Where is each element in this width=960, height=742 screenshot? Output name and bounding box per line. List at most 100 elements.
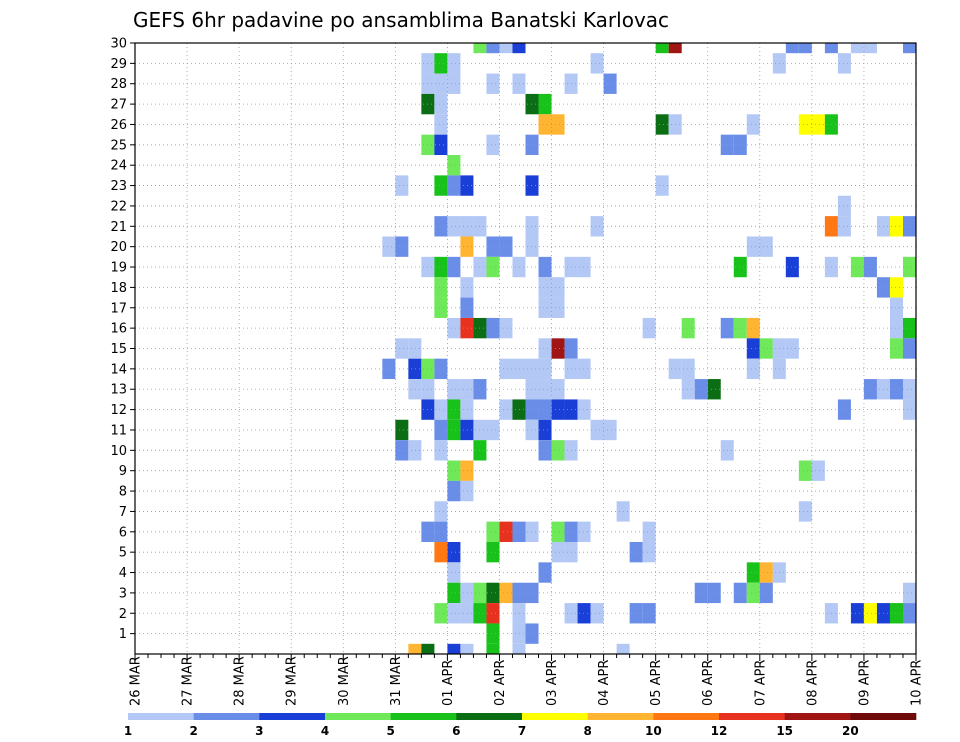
- heatmap-cell: [681, 379, 695, 400]
- y-tick-label: 5: [119, 546, 127, 561]
- colorbar-label: 20: [842, 724, 859, 738]
- heatmap-cell: [590, 216, 604, 237]
- heatmap-cell: [837, 399, 851, 420]
- colorbar-swatch: [325, 713, 391, 720]
- x-tick-label: 26 MAR: [129, 656, 144, 706]
- heatmap-cell: [538, 358, 552, 380]
- heatmap-cell: [512, 399, 526, 420]
- heatmap-cell: [889, 379, 903, 400]
- heatmap-cell: [551, 521, 565, 542]
- heatmap-cell: [395, 338, 409, 359]
- heatmap-cell: [642, 603, 656, 624]
- heatmap-cell: [902, 379, 916, 400]
- heatmap-cell: [746, 562, 760, 583]
- heatmap-cell: [486, 236, 500, 257]
- heatmap-cell: [538, 114, 552, 135]
- heatmap-cell: [447, 317, 461, 339]
- heatmap-cell: [603, 419, 617, 441]
- colorbar-label: 6: [452, 724, 460, 738]
- heatmap-cell: [486, 541, 500, 563]
- heatmap-cell: [525, 379, 539, 400]
- y-tick-label: 26: [110, 118, 127, 133]
- heatmap-cell: [707, 582, 721, 604]
- colorbar-swatch: [587, 713, 654, 720]
- y-tick-label: 8: [119, 485, 127, 500]
- heatmap-cell: [447, 582, 461, 604]
- heatmap-cell: [382, 358, 396, 380]
- heatmap-cell: [889, 277, 903, 298]
- heatmap-cell: [655, 175, 669, 196]
- y-tick-label: 19: [110, 261, 127, 276]
- x-tick-label: 04 APR: [597, 660, 612, 706]
- heatmap-cell: [460, 277, 474, 298]
- colorbar-swatch: [193, 713, 260, 720]
- heatmap-cell: [551, 541, 565, 563]
- heatmap-cell: [460, 460, 474, 481]
- heatmap-cell: [642, 521, 656, 542]
- colorbar-swatch: [719, 713, 785, 720]
- heatmap-cell: [889, 317, 903, 339]
- heatmap-cell: [668, 43, 682, 54]
- heatmap-cell: [447, 460, 461, 481]
- heatmap-cell: [590, 419, 604, 441]
- heatmap-cell: [746, 338, 760, 359]
- heatmap-cells: [382, 43, 916, 654]
- x-tick-label: 01 APR: [441, 660, 456, 706]
- heatmap-cell: [577, 358, 591, 380]
- heatmap-cell: [434, 399, 448, 420]
- heatmap-cell: [759, 582, 773, 604]
- heatmap-cell: [460, 175, 474, 196]
- heatmap-cell: [863, 379, 877, 400]
- heatmap-cell: [499, 43, 513, 54]
- heatmap-cell: [434, 256, 448, 278]
- heatmap-cell: [733, 317, 747, 339]
- heatmap-cell: [525, 358, 539, 380]
- heatmap-cell: [512, 358, 526, 380]
- heatmap-cell: [447, 53, 461, 74]
- heatmap-cell: [837, 195, 851, 217]
- heatmap-cell: [447, 541, 461, 563]
- heatmap-cell: [460, 216, 474, 237]
- x-tick-label: 09 APR: [857, 660, 872, 706]
- y-tick-label: 23: [110, 179, 127, 194]
- heatmap-cell: [538, 277, 552, 298]
- heatmap-cell: [460, 480, 474, 502]
- heatmap-cell: [434, 73, 448, 94]
- heatmap-cell: [395, 440, 409, 461]
- heatmap-cell: [538, 419, 552, 441]
- x-tick-label: 07 APR: [753, 660, 768, 706]
- heatmap-cell: [577, 399, 591, 420]
- heatmap-cell: [629, 603, 643, 624]
- heatmap-cell: [889, 216, 903, 237]
- heatmap-cell: [551, 297, 565, 318]
- heatmap-cell: [759, 562, 773, 583]
- heatmap-cell: [421, 643, 435, 654]
- heatmap-cell: [460, 297, 474, 318]
- heatmap-cell: [512, 256, 526, 278]
- heatmap-cell: [434, 53, 448, 74]
- heatmap-cell: [655, 114, 669, 135]
- heatmap-cell: [486, 521, 500, 542]
- colorbar-swatch: [850, 713, 917, 720]
- heatmap-cell: [499, 582, 513, 604]
- heatmap-cell: [499, 399, 513, 420]
- heatmap-cell: [434, 541, 448, 563]
- colorbar-swatch: [259, 713, 326, 720]
- heatmap-cell: [837, 53, 851, 74]
- heatmap-cell: [486, 73, 500, 94]
- heatmap-cell: [551, 277, 565, 298]
- heatmap-cell: [694, 379, 708, 400]
- heatmap-cell: [681, 317, 695, 339]
- heatmap-cell: [525, 93, 539, 115]
- y-tick-label: 11: [110, 423, 127, 438]
- heatmap-cell: [538, 93, 552, 115]
- colorbar-label: 1: [124, 724, 132, 738]
- heatmap-cell: [889, 603, 903, 624]
- heatmap-cell: [902, 216, 916, 237]
- heatmap-cell: [850, 256, 864, 278]
- heatmap-cell: [486, 603, 500, 624]
- heatmap-cell: [590, 603, 604, 624]
- heatmap-cell: [681, 358, 695, 380]
- heatmap-cell: [733, 134, 747, 156]
- colorbar-swatch: [522, 713, 588, 720]
